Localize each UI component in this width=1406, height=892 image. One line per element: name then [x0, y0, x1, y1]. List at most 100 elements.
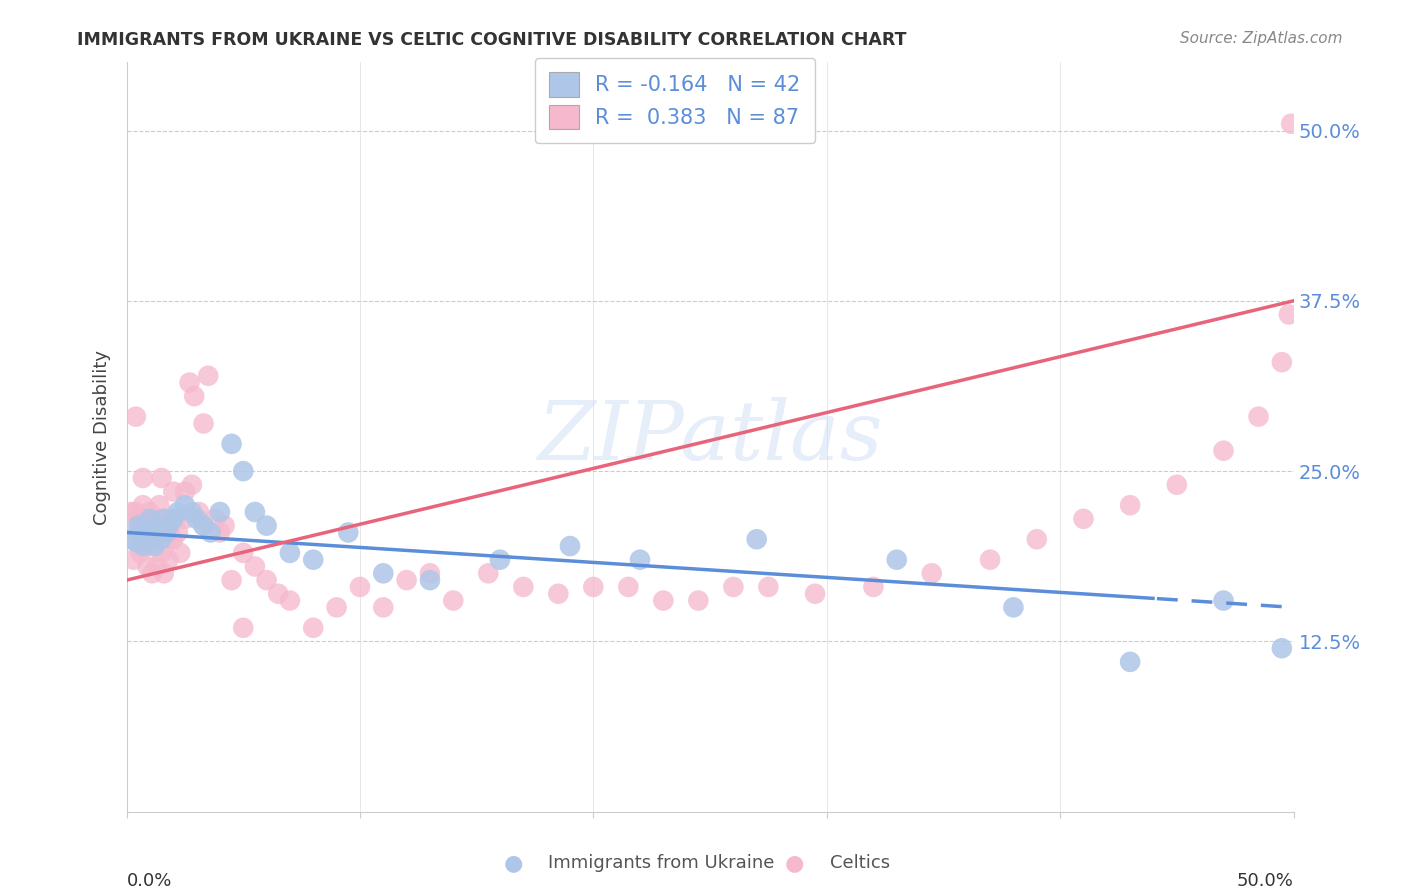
Point — [169, 546, 191, 560]
Point — [1025, 533, 1047, 547]
Point — [349, 580, 371, 594]
Point — [921, 566, 943, 581]
Point — [162, 512, 184, 526]
Point — [150, 546, 173, 560]
Point — [129, 546, 152, 560]
Point — [150, 533, 173, 547]
Text: Celtics: Celtics — [830, 855, 890, 872]
Point — [141, 566, 163, 581]
Point — [1278, 308, 1301, 322]
Point — [143, 539, 166, 553]
Point — [157, 518, 180, 533]
Text: 0.0%: 0.0% — [127, 871, 172, 889]
Point — [136, 525, 159, 540]
Point — [179, 376, 201, 390]
Point — [373, 600, 395, 615]
Point — [187, 505, 209, 519]
Point — [302, 552, 325, 566]
Point — [200, 525, 222, 540]
Point — [139, 533, 162, 547]
Point — [489, 552, 512, 566]
Point — [1271, 641, 1294, 656]
Point — [146, 512, 169, 526]
Point — [723, 580, 745, 594]
Point — [141, 518, 163, 533]
Point — [232, 546, 254, 560]
Point — [136, 525, 159, 540]
Point — [134, 533, 156, 547]
Text: Immigrants from Ukraine: Immigrants from Ukraine — [548, 855, 775, 872]
Point — [150, 471, 173, 485]
Point — [180, 477, 202, 491]
Point — [1119, 498, 1142, 512]
Point — [153, 566, 176, 581]
Point — [167, 525, 190, 540]
Point — [125, 505, 148, 519]
Point — [558, 539, 581, 553]
Point — [180, 505, 202, 519]
Point — [204, 512, 226, 526]
Legend: R = -0.164   N = 42, R =  0.383   N = 87: R = -0.164 N = 42, R = 0.383 N = 87 — [534, 58, 815, 144]
Point — [174, 484, 197, 499]
Point — [132, 533, 155, 547]
Point — [337, 525, 360, 540]
Point — [756, 580, 779, 594]
Point — [278, 546, 301, 560]
Point — [136, 559, 159, 574]
Point — [256, 573, 278, 587]
Point — [155, 512, 177, 526]
Point — [208, 505, 231, 519]
Point — [125, 409, 148, 424]
Point — [278, 593, 301, 607]
Point — [1271, 355, 1294, 369]
Point — [122, 552, 145, 566]
Point — [143, 525, 166, 540]
Point — [208, 525, 231, 540]
Point — [125, 535, 148, 549]
Point — [127, 518, 149, 533]
Point — [745, 533, 768, 547]
Point — [132, 471, 155, 485]
Point — [441, 593, 464, 607]
Point — [1212, 593, 1234, 607]
Point — [221, 573, 243, 587]
Point — [146, 518, 169, 533]
Point — [127, 512, 149, 526]
Point — [134, 539, 156, 553]
Point — [1247, 409, 1270, 424]
Point — [160, 518, 183, 533]
Point — [979, 552, 1001, 566]
Point — [153, 512, 176, 526]
Point — [167, 505, 190, 519]
Point — [186, 512, 208, 526]
Point — [582, 580, 605, 594]
Point — [146, 559, 169, 574]
Point — [862, 580, 884, 594]
Text: ●: ● — [785, 854, 804, 873]
Point — [197, 368, 219, 383]
Point — [148, 533, 170, 547]
Point — [153, 525, 176, 540]
Point — [302, 621, 325, 635]
Point — [1002, 600, 1025, 615]
Point — [419, 566, 441, 581]
Point — [162, 484, 184, 499]
Point — [804, 587, 827, 601]
Point — [267, 587, 290, 601]
Point — [886, 552, 908, 566]
Point — [139, 505, 162, 519]
Point — [193, 518, 215, 533]
Point — [243, 505, 266, 519]
Point — [129, 518, 152, 533]
Point — [132, 498, 155, 512]
Point — [1279, 117, 1302, 131]
Point — [162, 533, 184, 547]
Point — [232, 621, 254, 635]
Point — [395, 573, 418, 587]
Point — [477, 566, 499, 581]
Point — [193, 417, 215, 431]
Text: IMMIGRANTS FROM UKRAINE VS CELTIC COGNITIVE DISABILITY CORRELATION CHART: IMMIGRANTS FROM UKRAINE VS CELTIC COGNIT… — [77, 31, 907, 49]
Text: ●: ● — [503, 854, 523, 873]
Point — [256, 518, 278, 533]
Text: Source: ZipAtlas.com: Source: ZipAtlas.com — [1180, 31, 1343, 46]
